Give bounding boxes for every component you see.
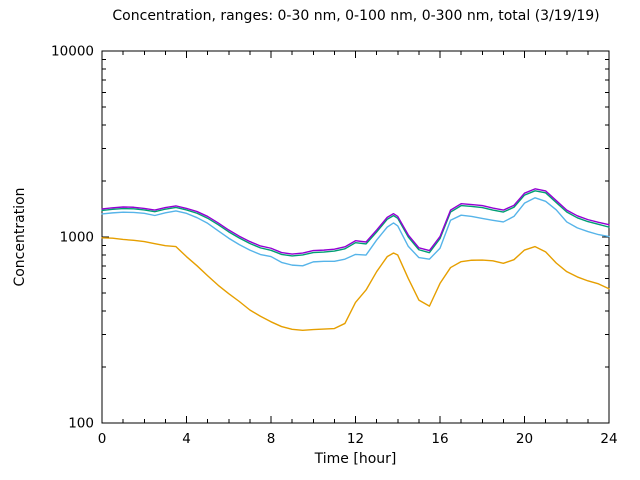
x-axis-title: Time [hour]: [314, 451, 397, 467]
series-line-0-30-nm: [101, 237, 610, 332]
chart-title: Concentration, ranges: 0-30 nm, 0-100 nm…: [112, 8, 600, 24]
y-tick-label: 10000: [51, 44, 94, 60]
series-line-total: [101, 188, 610, 255]
y-axis-title: Concentration: [12, 187, 28, 287]
x-tick-label: 8: [267, 431, 276, 447]
series-line-0-300-nm: [101, 190, 610, 257]
x-tick-label: 24: [600, 431, 617, 447]
x-tick-label: 0: [98, 431, 107, 447]
x-tick-label: 20: [516, 431, 533, 447]
plot-border: [101, 50, 610, 424]
x-tick-label: 16: [431, 431, 448, 447]
series-line-0-100-nm: [101, 197, 610, 267]
y-tick-label: 100: [68, 416, 94, 432]
x-tick-label: 12: [347, 431, 364, 447]
x-tick-label: 4: [182, 431, 191, 447]
y-tick-label: 1000: [60, 230, 94, 246]
